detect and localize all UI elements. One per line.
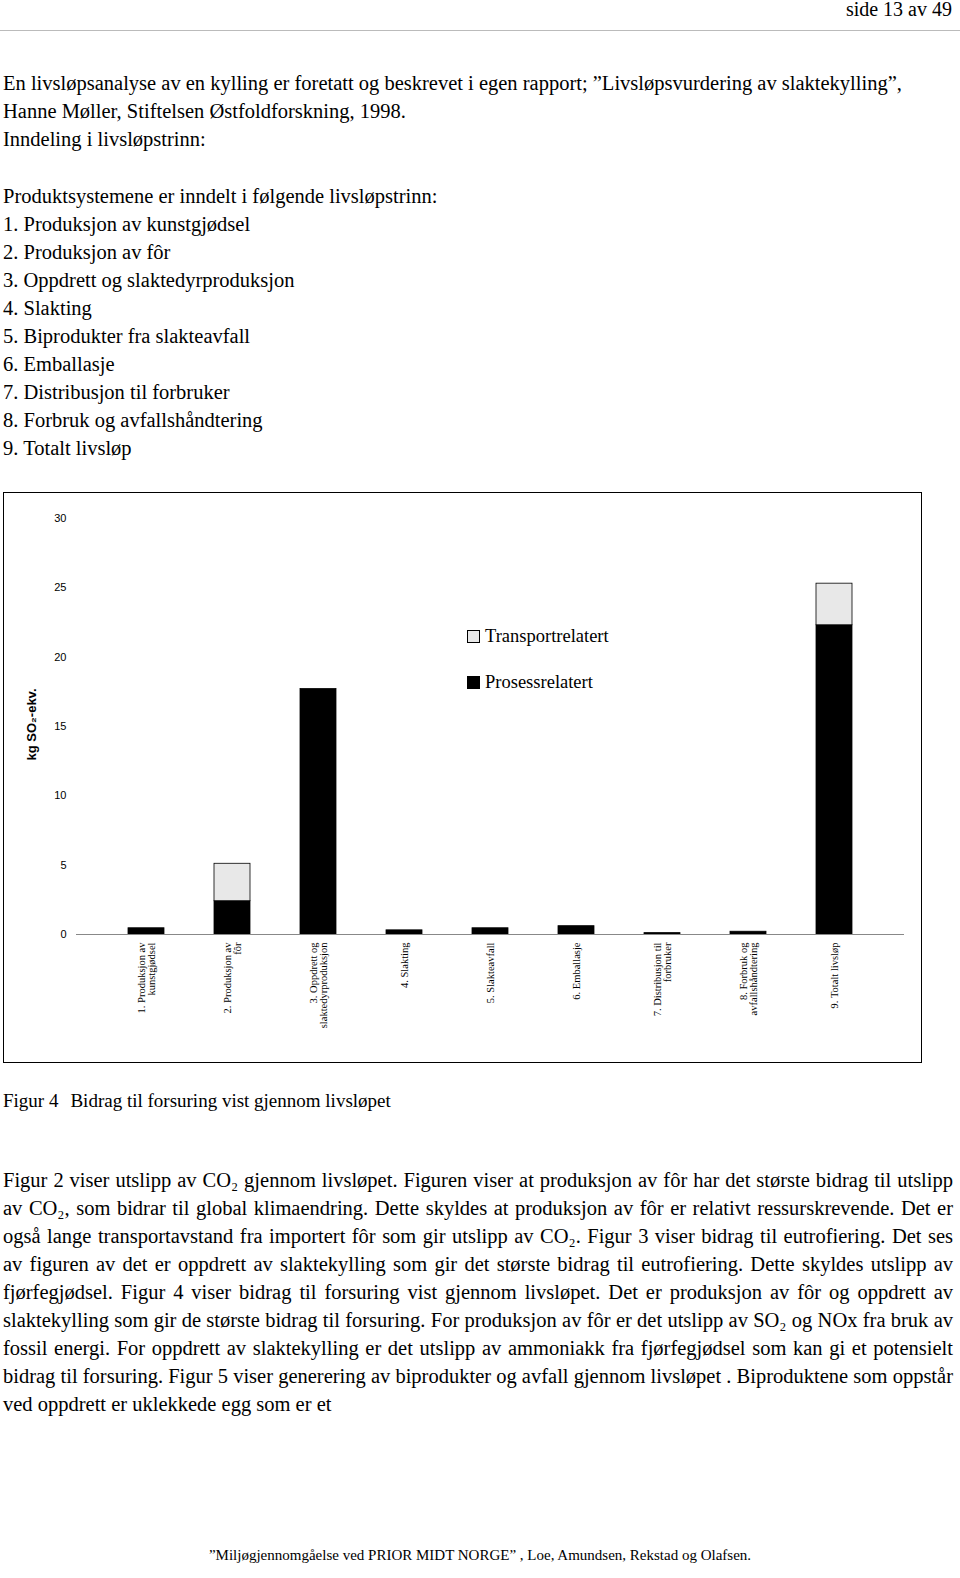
svg-text:2. Produksjon avfôr: 2. Produksjon avfôr <box>222 942 244 1014</box>
html-text:5. Biprodukter fra slakteavfal: 5. Biprodukter fra slakteavfall <box>3 325 251 347</box>
svg-text:20: 20 <box>54 651 66 663</box>
html-text:kg SO₂-ekv.: kg SO₂-ekv. <box>23 688 39 761</box>
html-text:Transportrelatert: Transportrelatert <box>485 626 609 646</box>
svg-text:5. Slakteavfall: 5. Slakteavfall <box>485 942 496 1003</box>
html-text:3. Oppdrett og slaktedyrproduk: 3. Oppdrett og slaktedyrproduksjon <box>3 269 295 291</box>
html-text:2. Produksjon av fôr: 2. Produksjon av fôr <box>3 241 171 263</box>
html-text:En livsløpsanalyse av en kylli: En livsløpsanalyse av en kylling er fore… <box>3 72 902 122</box>
svg-text:5: 5 <box>60 859 66 871</box>
html-text:8. Forbruk og avfallshåndterin: 8. Forbruk og avfallshåndtering <box>3 409 263 431</box>
html-text:”Miljøgjennomgåelse ved PRIOR: ”Miljøgjennomgåelse ved PRIOR MIDT NORGE… <box>208 1547 752 1563</box>
svg-text:7. Distribusjon tilforbruker: 7. Distribusjon tilforbruker <box>652 942 674 1016</box>
svg-text:0: 0 <box>60 928 66 940</box>
svg-text:4. Slakting: 4. Slakting <box>399 942 410 988</box>
svg-text:6. Emballasje: 6. Emballasje <box>571 942 582 999</box>
html-text:Inndeling i livsløpstrinn:: Inndeling i livsløpstrinn: <box>3 128 206 150</box>
svg-text:30: 30 <box>54 512 66 524</box>
svg-text:25: 25 <box>54 581 66 593</box>
html-text:Produktsystemene er inndelt i: Produktsystemene er inndelt i følgende l… <box>3 185 438 207</box>
html-text:Bidrag til forsuring vist gjen: Bidrag til forsuring vist gjennom livslø… <box>70 1090 391 1111</box>
svg-text:3. Oppdrett ogslaktedyrproduks: 3. Oppdrett ogslaktedyrproduksjon <box>308 942 330 1028</box>
svg-text:9. Totalt livsløp: 9. Totalt livsløp <box>829 943 840 1009</box>
svg-text:15: 15 <box>54 720 66 732</box>
html-text:1. Produksjon av kunstgjødsel: 1. Produksjon av kunstgjødsel <box>3 213 251 235</box>
html-text:4. Slakting: 4. Slakting <box>3 297 92 319</box>
html-text:Figur 4: Figur 4 <box>3 1090 59 1111</box>
html-text:6. Emballasje: 6. Emballasje <box>3 353 115 375</box>
html-text:Prosessrelatert: Prosessrelatert <box>485 672 593 692</box>
svg-text:8. Forbruk ogavfallshåndtering: 8. Forbruk ogavfallshåndtering <box>738 942 760 1016</box>
svg-text:1. Produksjon avkunstgjødsel: 1. Produksjon avkunstgjødsel <box>136 942 158 1014</box>
html-text:7. Distribusjon til forbruker: 7. Distribusjon til forbruker <box>3 381 230 403</box>
html-text:9. Totalt livsløp: 9. Totalt livsløp <box>3 437 132 459</box>
svg-text:10: 10 <box>54 789 66 801</box>
html-text:Figur 2 viser utslipp av CO₂ g: Figur 2 viser utslipp av CO₂ gjennom liv… <box>3 1169 953 1415</box>
